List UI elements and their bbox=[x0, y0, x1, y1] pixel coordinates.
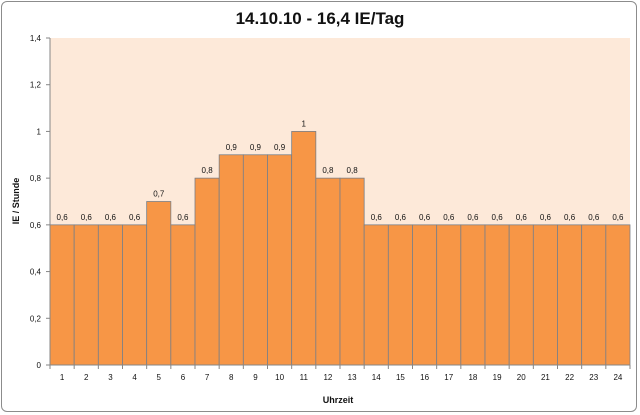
data-label-hour-9: 0,9 bbox=[250, 143, 262, 152]
data-label-hour-6: 0,6 bbox=[177, 213, 189, 222]
bar-hour-9 bbox=[242, 154, 268, 366]
data-label-hour-21: 0,6 bbox=[540, 213, 552, 222]
data-label-hour-2: 0,6 bbox=[81, 213, 93, 222]
x-tick-label: 1 bbox=[60, 373, 65, 382]
x-tick-label: 14 bbox=[372, 373, 381, 382]
data-label-hour-8: 0,9 bbox=[226, 143, 238, 152]
data-labels-layer: 0,6 0,6 0,6 0,6 0,7 0,6 0,8 0,9 0,9 0,9 1 0,8 0,8 0,6… bbox=[57, 119, 625, 221]
x-tick-label: 20 bbox=[517, 373, 526, 382]
y-tick-label: 0,4 bbox=[30, 268, 42, 277]
bar-hour-5 bbox=[146, 201, 172, 366]
x-tick-label: 8 bbox=[229, 373, 234, 382]
x-tick-label: 22 bbox=[565, 373, 574, 382]
x-tick-label: 19 bbox=[493, 373, 502, 382]
x-tick-label: 11 bbox=[300, 373, 309, 382]
data-label-hour-1: 0,6 bbox=[57, 213, 69, 222]
x-tick-label: 9 bbox=[253, 373, 258, 382]
y-axis: 0 0,2 0,4 0,6 0,8 1 1,2 1,4 bbox=[30, 34, 51, 370]
bar-hour-7 bbox=[194, 177, 220, 366]
data-label-hour-4: 0,6 bbox=[129, 213, 141, 222]
bar-hour-23 bbox=[581, 224, 607, 366]
x-axis: 1 2 3 4 5 6 7 8 9 10 11 12 13 14 15 16 17 18 19 20 21 22 23 24 bbox=[49, 364, 631, 382]
data-label-hour-15: 0,6 bbox=[395, 213, 407, 222]
data-label-hour-13: 0,8 bbox=[347, 166, 359, 175]
x-tick-label: 6 bbox=[181, 373, 186, 382]
x-tick-label: 15 bbox=[396, 373, 405, 382]
x-tick-label: 7 bbox=[205, 373, 210, 382]
data-label-hour-19: 0,6 bbox=[492, 213, 504, 222]
x-tick-label: 2 bbox=[84, 373, 89, 382]
y-axis-title: IE / Stunde bbox=[11, 178, 21, 225]
x-tick-label: 12 bbox=[323, 373, 332, 382]
data-label-hour-7: 0,8 bbox=[202, 166, 214, 175]
x-tick-label: 3 bbox=[108, 373, 113, 382]
bar-hour-21 bbox=[532, 224, 558, 366]
bar-hour-24 bbox=[605, 224, 631, 366]
y-tick-label: 1,4 bbox=[30, 34, 42, 43]
bar-hour-12 bbox=[315, 177, 341, 366]
x-axis-title: Uhrzeit bbox=[323, 395, 354, 405]
bar-hour-14 bbox=[363, 224, 389, 366]
x-tick-label: 23 bbox=[589, 373, 598, 382]
x-tick-label: 24 bbox=[613, 373, 622, 382]
data-label-hour-16: 0,6 bbox=[419, 213, 431, 222]
bar-hour-4 bbox=[122, 224, 148, 366]
y-tick-label: 0 bbox=[37, 361, 42, 370]
x-tick-label: 10 bbox=[275, 373, 284, 382]
x-tick-label: 13 bbox=[348, 373, 357, 382]
x-tick-label: 17 bbox=[444, 373, 453, 382]
data-label-hour-14: 0,6 bbox=[371, 213, 383, 222]
bar-hour-8 bbox=[218, 154, 244, 366]
chart-title: 14.10.10 - 16,4 IE/Tag bbox=[236, 9, 405, 28]
x-tick-label: 4 bbox=[132, 373, 137, 382]
y-tick-label: 1 bbox=[37, 127, 42, 136]
data-label-hour-12: 0,8 bbox=[322, 166, 334, 175]
bar-hour-6 bbox=[170, 224, 196, 366]
y-tick-label: 0,8 bbox=[30, 174, 42, 183]
x-tick-label: 5 bbox=[157, 373, 162, 382]
data-label-hour-22: 0,6 bbox=[564, 213, 576, 222]
bar-hour-15 bbox=[387, 224, 413, 366]
data-label-hour-23: 0,6 bbox=[588, 213, 600, 222]
x-tick-label: 16 bbox=[420, 373, 429, 382]
data-label-hour-20: 0,6 bbox=[516, 213, 528, 222]
bar-hour-20 bbox=[508, 224, 534, 366]
bar-hour-2 bbox=[73, 224, 99, 366]
bar-hour-16 bbox=[412, 224, 438, 366]
bar-hour-10 bbox=[267, 154, 293, 366]
x-tick-label: 18 bbox=[468, 373, 477, 382]
bar-hour-22 bbox=[557, 224, 583, 366]
bar-hour-11 bbox=[291, 131, 317, 366]
data-label-hour-5: 0,7 bbox=[153, 190, 165, 199]
data-label-hour-17: 0,6 bbox=[443, 213, 455, 222]
y-tick-label: 1,2 bbox=[30, 81, 42, 90]
x-tick-label: 21 bbox=[541, 373, 550, 382]
y-tick-label: 0,2 bbox=[30, 314, 42, 323]
data-label-hour-10: 0,9 bbox=[274, 143, 286, 152]
bar-hour-13 bbox=[339, 177, 365, 366]
bar-hour-18 bbox=[460, 224, 486, 366]
bar-hour-3 bbox=[97, 224, 123, 366]
data-label-hour-24: 0,6 bbox=[612, 213, 624, 222]
bar-hour-19 bbox=[484, 224, 510, 366]
data-label-hour-3: 0,6 bbox=[105, 213, 117, 222]
bars-layer bbox=[49, 131, 631, 366]
y-tick-label: 0,6 bbox=[30, 221, 42, 230]
data-label-hour-18: 0,6 bbox=[467, 213, 479, 222]
bar-hour-1 bbox=[49, 224, 75, 366]
bar-hour-17 bbox=[436, 224, 462, 366]
data-label-hour-11: 1 bbox=[302, 119, 307, 128]
